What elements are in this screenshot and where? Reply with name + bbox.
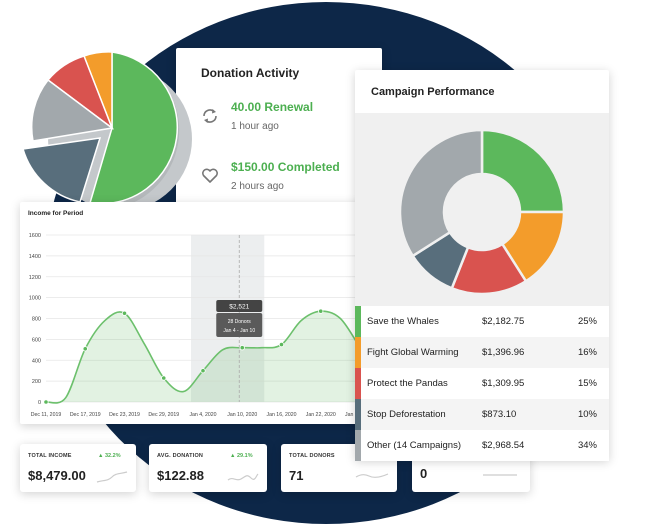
stat-value: 71 [289, 468, 304, 483]
activity-item[interactable]: $150.00 Completed 2 hours ago [200, 160, 370, 200]
stat-value: $122.88 [157, 468, 204, 483]
campaign-amount: $1,396.96 [482, 347, 525, 358]
campaign-performance-title: Campaign Performance [371, 86, 495, 98]
data-point [82, 346, 88, 352]
heart-icon [202, 168, 218, 183]
tooltip-donors: 28 Donors [228, 319, 252, 325]
campaign-color-bar [355, 368, 361, 399]
donation-activity-card: Donation Activity 40.00 Renewal 1 hour a… [176, 48, 382, 208]
campaign-name: Protect the Pandas [367, 378, 448, 389]
stat-card-avg-donation[interactable]: AVG. DONATION ▲ 29.1% $122.88 [149, 444, 267, 492]
x-tick-label: Dec 29, 2019 [148, 412, 179, 418]
y-tick-label: 600 [32, 337, 41, 343]
campaign-color-bar [355, 337, 361, 368]
pie-slice-slate [22, 137, 102, 203]
sparkline-icon [227, 473, 259, 481]
campaign-name: Other (14 Campaigns) [367, 440, 461, 451]
campaign-name: Stop Deforestation [367, 409, 446, 420]
x-tick-label: Jan 16, 2020 [267, 412, 297, 418]
donation-activity-title: Donation Activity [201, 66, 300, 80]
tooltip-body [216, 313, 263, 337]
data-point [278, 341, 285, 348]
x-tick-label: Jan 4, 2020 [189, 412, 216, 418]
x-tick-label: Dec 11, 2019 [31, 412, 62, 418]
campaign-percent: 16% [577, 347, 597, 358]
y-tick-label: 0 [38, 400, 41, 406]
tooltip-range: Jan 4 - Jan 10 [223, 328, 255, 334]
y-tick-label: 1200 [29, 275, 41, 281]
activity-time: 1 hour ago [231, 121, 279, 132]
income-chart-card: Income for Period 0 200 400 600 800 1000 1200 1… [20, 202, 366, 424]
donut-slice[interactable] [398, 128, 484, 258]
y-tick-label: 800 [32, 317, 41, 323]
campaign-performance-card: Campaign Performance Save the Whales $2,… [355, 70, 609, 461]
campaign-amount: $2,182.75 [482, 316, 525, 327]
data-point [318, 308, 324, 314]
data-point [161, 375, 167, 381]
activity-item[interactable]: 40.00 Renewal 1 hour ago [200, 100, 370, 140]
exploded-pie-chart [22, 51, 192, 211]
y-tick-label: 200 [32, 379, 41, 385]
sparkline-icon [355, 473, 389, 478]
stat-label: AVG. DONATION [157, 453, 204, 459]
campaign-percent: 25% [577, 316, 597, 327]
campaign-row[interactable]: Fight Global Warming $1,396.96 16% [355, 337, 609, 368]
income-area-chart[interactable]: 0 200 400 600 800 1000 1200 1400 1600 Dec 11, 201… [20, 202, 366, 424]
stat-card-total-income[interactable]: TOTAL INCOME ▲ 32.2% $8,479.00 [20, 444, 136, 492]
activity-time: 2 hours ago [231, 181, 284, 192]
campaign-row[interactable]: Save the Whales $2,182.75 25% [355, 306, 609, 337]
campaign-percent: 15% [577, 378, 597, 389]
pie-slice-gray [30, 78, 114, 142]
stat-label: TOTAL INCOME [28, 453, 72, 459]
y-tick-label: 1400 [29, 254, 41, 260]
campaign-color-bar [355, 430, 361, 461]
donut-slice[interactable] [480, 128, 566, 214]
pie-slice-green [89, 51, 179, 205]
data-point [121, 310, 128, 316]
y-tick-label: 1600 [29, 233, 41, 239]
sparkline-icon [96, 471, 128, 483]
x-tick-label: Jan 22, 2020 [306, 412, 336, 418]
x-tick-label: Dec 23, 2019 [109, 412, 140, 418]
income-chart-title: Income for Period [28, 210, 84, 217]
data-point [239, 345, 245, 351]
y-tick-label: 1000 [29, 296, 41, 302]
y-tick-label: 400 [32, 358, 41, 364]
campaign-donut-chart[interactable] [397, 127, 567, 297]
campaign-row[interactable]: Stop Deforestation $873.10 10% [355, 399, 609, 430]
campaign-amount: $2,968.54 [482, 440, 525, 451]
campaign-amount: $1,309.95 [482, 378, 525, 389]
campaign-name: Save the Whales [367, 316, 439, 327]
activity-amount: $150.00 Completed [231, 160, 340, 174]
x-tick-label: Dec 17, 2019 [70, 412, 101, 418]
stat-label: TOTAL DONORS [289, 453, 335, 459]
campaign-amount: $873.10 [482, 409, 517, 420]
campaign-color-bar [355, 399, 361, 430]
data-point [200, 368, 206, 374]
area-fill [46, 311, 360, 403]
renew-icon [203, 109, 217, 123]
campaign-percent: 34% [577, 440, 597, 451]
x-tick-label: Jan 10, 2020 [227, 412, 257, 418]
campaign-row[interactable]: Other (14 Campaigns) $2,968.54 34% [355, 430, 609, 461]
campaign-row[interactable]: Protect the Pandas $1,309.95 15% [355, 368, 609, 399]
campaign-name: Fight Global Warming [367, 347, 459, 358]
stat-value: 0 [420, 466, 428, 481]
stat-percent: ▲ 29.1% [230, 453, 253, 459]
stat-percent: ▲ 32.2% [98, 453, 121, 459]
tooltip-header [216, 300, 263, 312]
data-point [43, 399, 49, 405]
activity-amount: 40.00 Renewal [231, 100, 314, 114]
tooltip-value: $2,521 [229, 304, 249, 311]
stat-value: $8,479.00 [28, 468, 86, 483]
campaign-percent: 10% [577, 409, 597, 420]
campaign-color-bar [355, 306, 361, 337]
sparkline-icon [483, 474, 517, 476]
